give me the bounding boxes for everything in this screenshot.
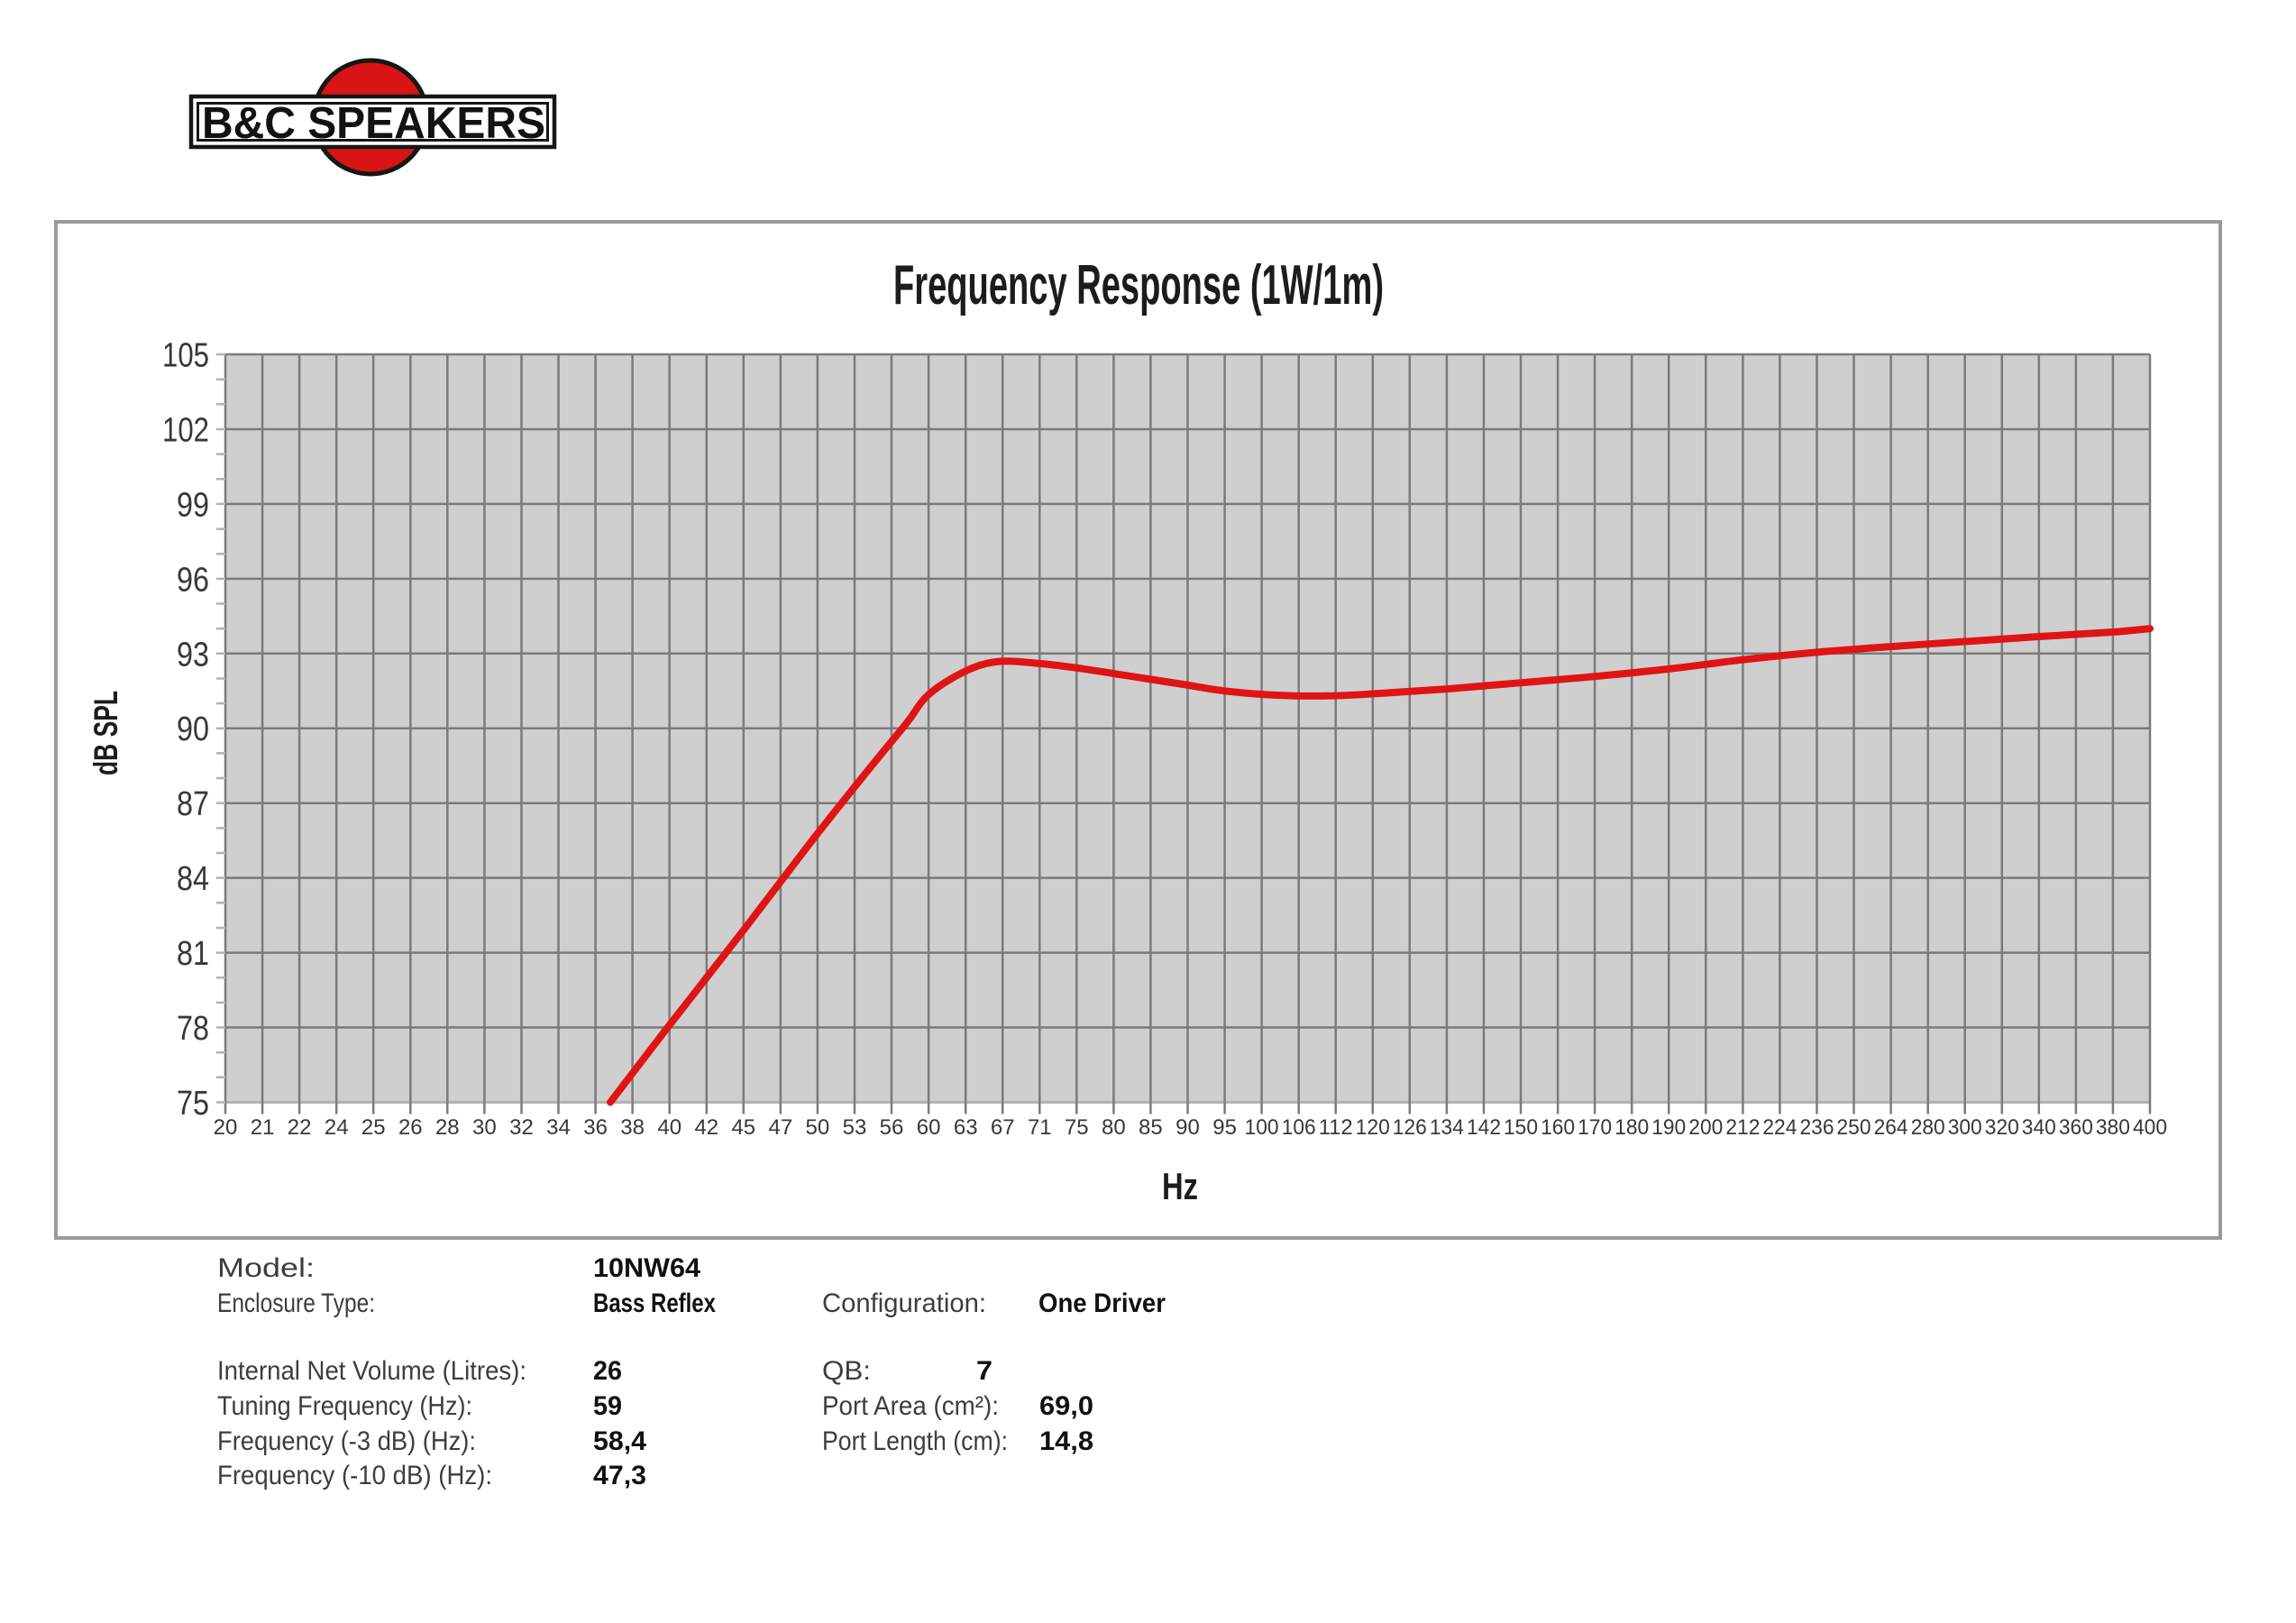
svg-text:Frequency (-3 dB) (Hz):: Frequency (-3 dB) (Hz): (217, 1426, 476, 1456)
svg-text:106: 106 (1282, 1115, 1316, 1140)
svg-text:75: 75 (1065, 1115, 1089, 1140)
svg-text:120: 120 (1356, 1115, 1390, 1140)
svg-text:25: 25 (361, 1115, 386, 1140)
svg-text:Bass Reflex: Bass Reflex (593, 1288, 716, 1318)
svg-text:112: 112 (1319, 1115, 1353, 1140)
svg-text:90: 90 (177, 711, 209, 748)
svg-text:264: 264 (1874, 1115, 1908, 1140)
svg-text:One Driver: One Driver (1038, 1288, 1166, 1318)
svg-text:38: 38 (620, 1115, 645, 1140)
svg-text:200: 200 (1688, 1115, 1723, 1140)
svg-text:34: 34 (546, 1115, 571, 1140)
svg-text:96: 96 (177, 561, 209, 599)
svg-text:Configuration:: Configuration: (822, 1288, 986, 1318)
svg-text:47: 47 (769, 1115, 793, 1140)
svg-text:30: 30 (472, 1115, 497, 1140)
svg-text:24: 24 (325, 1115, 349, 1140)
svg-text:21: 21 (251, 1115, 275, 1140)
svg-text:40: 40 (657, 1115, 681, 1140)
svg-text:Internal Net Volume (Litres):: Internal Net Volume (Litres): (217, 1356, 526, 1386)
svg-text:360: 360 (2059, 1115, 2093, 1140)
svg-text:67: 67 (991, 1115, 1015, 1140)
svg-text:26: 26 (593, 1356, 622, 1386)
svg-text:50: 50 (806, 1115, 830, 1140)
svg-text:250: 250 (1837, 1115, 1871, 1140)
svg-text:190: 190 (1651, 1115, 1686, 1140)
svg-text:69,0: 69,0 (1039, 1391, 1093, 1421)
svg-text:Port Length (cm):: Port Length (cm): (822, 1426, 1008, 1456)
svg-text:Hz: Hz (1162, 1165, 1198, 1207)
svg-text:60: 60 (917, 1115, 941, 1140)
svg-text:Frequency Response (1W/1m): Frequency Response (1W/1m) (893, 254, 1384, 316)
svg-text:100: 100 (1245, 1115, 1279, 1140)
svg-text:212: 212 (1725, 1115, 1760, 1140)
svg-text:Port Area (cm²):: Port Area (cm²): (822, 1391, 999, 1421)
svg-text:280: 280 (1911, 1115, 1945, 1140)
svg-text:42: 42 (694, 1115, 718, 1140)
svg-text:180: 180 (1615, 1115, 1649, 1140)
svg-text:36: 36 (583, 1115, 608, 1140)
svg-text:47,3: 47,3 (593, 1461, 646, 1490)
svg-text:22: 22 (288, 1115, 312, 1140)
svg-text:Model:: Model: (217, 1253, 315, 1283)
svg-text:84: 84 (177, 860, 209, 898)
svg-text:75: 75 (177, 1085, 209, 1123)
svg-text:134: 134 (1430, 1115, 1464, 1140)
svg-text:170: 170 (1578, 1115, 1612, 1140)
svg-text:20: 20 (214, 1115, 238, 1140)
svg-text:102: 102 (162, 412, 209, 450)
svg-text:32: 32 (509, 1115, 534, 1140)
svg-text:85: 85 (1139, 1115, 1163, 1140)
svg-text:56: 56 (880, 1115, 904, 1140)
svg-text:71: 71 (1028, 1115, 1052, 1140)
svg-text:93: 93 (177, 636, 209, 674)
svg-text:78: 78 (177, 1010, 209, 1048)
svg-text:14,8: 14,8 (1039, 1426, 1093, 1456)
svg-text:90: 90 (1175, 1115, 1200, 1140)
svg-text:53: 53 (843, 1115, 867, 1140)
svg-text:150: 150 (1504, 1115, 1538, 1140)
svg-text:B&C SPEAKERS: B&C SPEAKERS (202, 99, 545, 148)
svg-text:87: 87 (177, 785, 209, 823)
svg-text:224: 224 (1762, 1115, 1797, 1140)
svg-text:QB:: QB: (822, 1356, 871, 1386)
svg-text:45: 45 (731, 1115, 755, 1140)
svg-text:81: 81 (177, 935, 209, 973)
svg-text:300: 300 (1948, 1115, 1982, 1140)
svg-text:58,4: 58,4 (593, 1426, 646, 1456)
svg-text:380: 380 (2096, 1115, 2130, 1140)
svg-text:28: 28 (435, 1115, 460, 1140)
svg-text:400: 400 (2133, 1115, 2167, 1140)
svg-text:Enclosure Type:: Enclosure Type: (217, 1288, 375, 1318)
svg-text:7: 7 (976, 1356, 992, 1386)
svg-text:340: 340 (2022, 1115, 2056, 1140)
svg-text:320: 320 (1985, 1115, 2019, 1140)
svg-text:95: 95 (1212, 1115, 1237, 1140)
svg-text:80: 80 (1102, 1115, 1126, 1140)
svg-text:Tuning Frequency (Hz):: Tuning Frequency (Hz): (217, 1391, 472, 1421)
svg-text:142: 142 (1467, 1115, 1501, 1140)
svg-text:10NW64: 10NW64 (593, 1253, 700, 1283)
svg-text:Frequency (-10 dB) (Hz):: Frequency (-10 dB) (Hz): (217, 1461, 492, 1490)
svg-text:105: 105 (162, 337, 209, 375)
svg-text:63: 63 (954, 1115, 978, 1140)
svg-text:160: 160 (1541, 1115, 1575, 1140)
svg-text:236: 236 (1800, 1115, 1834, 1140)
svg-text:26: 26 (398, 1115, 423, 1140)
svg-text:dB SPL: dB SPL (87, 691, 124, 775)
svg-text:126: 126 (1393, 1115, 1427, 1140)
svg-text:99: 99 (177, 486, 209, 524)
svg-text:59: 59 (593, 1391, 622, 1421)
